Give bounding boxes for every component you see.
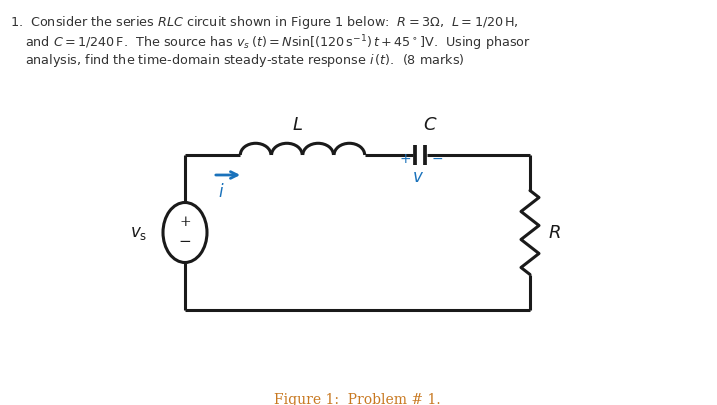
- Text: Figure 1:  Problem # 1.: Figure 1: Problem # 1.: [274, 393, 441, 405]
- Text: and $C = 1/240\,\mathrm{F}$.  The source has $v_s\,(t) = N\sin\!\left[(120\,\mat: and $C = 1/240\,\mathrm{F}$. The source …: [25, 33, 531, 53]
- Text: $C$: $C$: [423, 116, 437, 134]
- Text: $v_{\mathrm{s}}$: $v_{\mathrm{s}}$: [130, 224, 147, 241]
- Text: $v$: $v$: [412, 168, 424, 185]
- Text: analysis, find the time-domain steady-state response $i\,(t)$.  (8 marks): analysis, find the time-domain steady-st…: [25, 52, 465, 69]
- Text: 1.  Consider the series $\mathit{RLC}$ circuit shown in Figure 1 below:  $R = 3\: 1. Consider the series $\mathit{RLC}$ ci…: [10, 14, 519, 31]
- Text: $R$: $R$: [548, 224, 561, 241]
- Text: −: −: [179, 235, 191, 249]
- Text: $i$: $i$: [218, 183, 224, 201]
- Text: +: +: [399, 152, 411, 166]
- Text: +: +: [179, 215, 191, 230]
- Text: $L$: $L$: [292, 116, 303, 134]
- Text: −: −: [431, 152, 443, 166]
